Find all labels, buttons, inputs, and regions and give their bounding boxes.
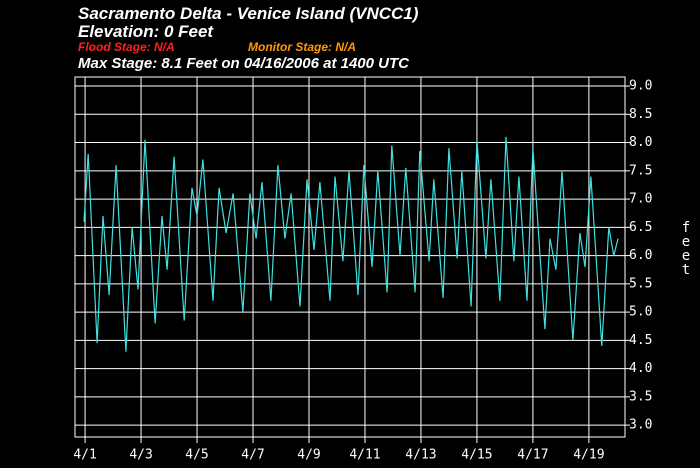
y-tick-label: 9.0 bbox=[629, 79, 652, 94]
x-tick-label: 4/17 bbox=[517, 448, 548, 463]
y-tick-label: 3.0 bbox=[629, 418, 652, 433]
y-tick-label: 7.0 bbox=[629, 192, 652, 207]
x-tick-label: 4/19 bbox=[573, 448, 604, 463]
x-tick-label: 4/9 bbox=[297, 448, 320, 463]
x-tick-label: 4/1 bbox=[73, 448, 96, 463]
x-tick-label: 4/13 bbox=[405, 448, 436, 463]
y-tick-label: 3.5 bbox=[629, 389, 652, 404]
y-tick-label: 6.5 bbox=[629, 220, 652, 235]
x-tick-label: 4/11 bbox=[349, 448, 380, 463]
y-tick-label: 8.0 bbox=[629, 135, 652, 150]
y-axis-label: feet bbox=[678, 220, 694, 276]
data-line bbox=[83, 136, 619, 352]
y-tick-label: 5.0 bbox=[629, 305, 652, 320]
x-tick-label: 4/15 bbox=[461, 448, 492, 463]
subtitle: Elevation: 0 Feet bbox=[78, 22, 214, 41]
monitor-stage: Monitor Stage: N/A bbox=[248, 40, 356, 54]
x-tick-label: 4/5 bbox=[185, 448, 208, 463]
y-tick-label: 4.5 bbox=[629, 333, 652, 348]
y-tick-label: 7.5 bbox=[629, 163, 652, 178]
chart-title: Sacramento Delta - Venice Island (VNCC1) bbox=[78, 4, 419, 23]
x-tick-label: 4/7 bbox=[241, 448, 264, 463]
y-tick-label: 8.5 bbox=[629, 107, 652, 122]
max-stage: Max Stage: 8.1 Feet on 04/16/2006 at 140… bbox=[78, 55, 410, 72]
flood-stage: Flood Stage: N/A bbox=[78, 40, 175, 54]
x-tick-label: 4/3 bbox=[129, 448, 152, 463]
y-tick-label: 6.0 bbox=[629, 248, 652, 263]
y-tick-label: 4.0 bbox=[629, 361, 652, 376]
plot-frame bbox=[74, 76, 626, 438]
y-tick-label: 5.5 bbox=[629, 276, 652, 291]
